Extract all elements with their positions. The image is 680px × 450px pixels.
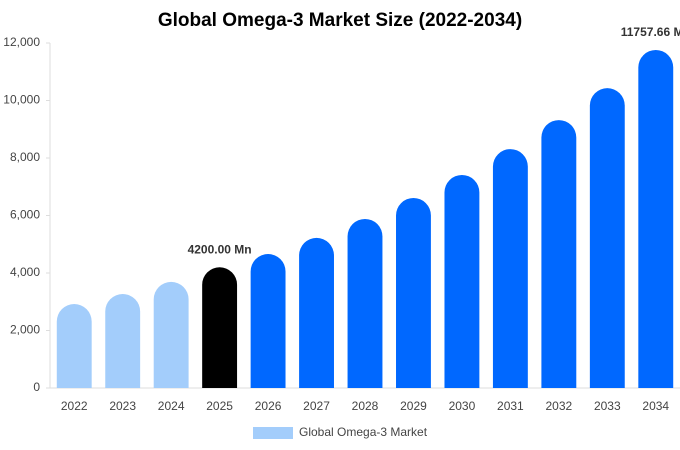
y-tick-label: 8,000 xyxy=(10,150,40,164)
x-tick-label: 2022 xyxy=(61,399,88,413)
y-tick-label: 10,000 xyxy=(3,93,40,107)
y-tick-label: 0 xyxy=(33,380,40,394)
x-tick-label: 2026 xyxy=(255,399,282,413)
chart-title: Global Omega-3 Market Size (2022-2034) xyxy=(158,10,522,31)
bar xyxy=(444,174,480,388)
bar xyxy=(56,304,92,388)
x-tick-label: 2033 xyxy=(594,399,621,413)
x-tick-label: 2025 xyxy=(206,399,233,413)
bar xyxy=(396,197,431,388)
x-tick-label: 2023 xyxy=(109,399,136,413)
legend-swatch xyxy=(253,427,293,439)
bar xyxy=(202,267,238,388)
value-label: 4200.00 Mn xyxy=(188,242,252,256)
bar xyxy=(299,237,334,388)
bar xyxy=(105,293,141,388)
bar xyxy=(347,218,383,388)
x-tick-label: 2030 xyxy=(449,399,476,413)
bar xyxy=(638,49,674,389)
bar xyxy=(492,149,528,388)
x-tick-label: 2034 xyxy=(642,399,669,413)
y-tick-label: 4,000 xyxy=(10,265,40,279)
x-tick-label: 2028 xyxy=(352,399,379,413)
x-tick-label: 2031 xyxy=(497,399,524,413)
y-tick-label: 2,000 xyxy=(10,323,40,337)
x-tick-label: 2024 xyxy=(158,399,185,413)
bar xyxy=(589,88,625,389)
y-tick-label: 6,000 xyxy=(10,208,40,222)
value-label: 11757.66 Mn xyxy=(621,25,680,39)
y-tick-label: 12,000 xyxy=(3,35,40,49)
bar xyxy=(153,281,189,388)
bar xyxy=(541,120,577,388)
x-tick-label: 2029 xyxy=(400,399,427,413)
x-tick-label: 2027 xyxy=(303,399,330,413)
x-tick-label: 2032 xyxy=(545,399,572,413)
legend-label: Global Omega-3 Market xyxy=(299,425,428,439)
bar xyxy=(250,254,286,388)
